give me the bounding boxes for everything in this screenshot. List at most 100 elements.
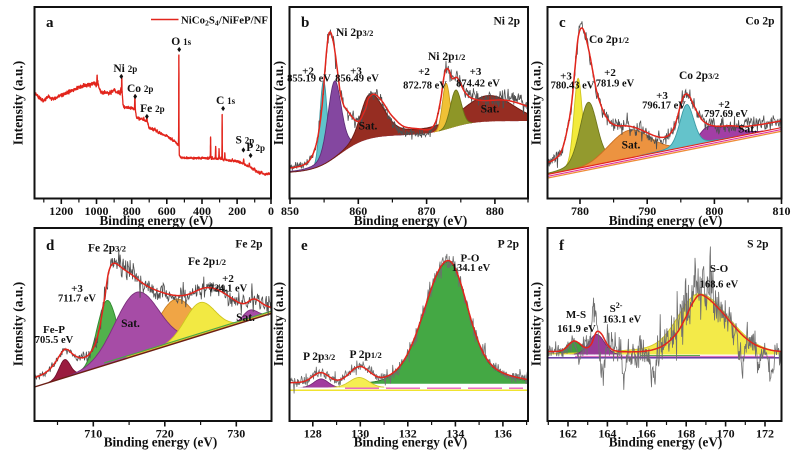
svg-text:855.19 eV: 855.19 eV	[287, 74, 331, 85]
svg-text:711.7 eV: 711.7 eV	[58, 294, 96, 305]
svg-text:Sat.: Sat.	[481, 104, 500, 116]
svg-text:850: 850	[281, 204, 299, 218]
svg-text:Intensity (a.u.): Intensity (a.u.)	[529, 61, 544, 145]
svg-text:P 2p3/2: P 2p3/2	[303, 351, 335, 363]
svg-text:+3: +3	[470, 66, 482, 78]
svg-text:Binding energy (eV): Binding energy (eV)	[104, 435, 218, 450]
svg-text:130: 130	[351, 427, 369, 441]
svg-text:200: 200	[228, 204, 246, 218]
svg-text:Co 2p: Co 2p	[745, 16, 774, 28]
svg-text:Fe 2p: Fe 2p	[235, 239, 262, 251]
svg-text:810: 810	[773, 204, 791, 218]
svg-text:M-S: M-S	[566, 309, 586, 321]
svg-text:Binding energy (eV): Binding energy (eV)	[609, 213, 723, 228]
svg-text:790: 790	[638, 204, 656, 218]
svg-text:Intensity (a.u.): Intensity (a.u.)	[271, 282, 286, 366]
svg-text:132: 132	[399, 427, 417, 441]
svg-text:+2: +2	[302, 66, 314, 78]
svg-text:860: 860	[349, 204, 367, 218]
svg-text:Fe 2p: Fe 2p	[140, 103, 165, 115]
svg-text:d: d	[46, 238, 55, 254]
svg-text:+2: +2	[222, 273, 234, 285]
svg-text:Intensity (a.u.): Intensity (a.u.)	[11, 61, 26, 145]
svg-text:+2: +2	[418, 66, 430, 78]
svg-text:128: 128	[304, 427, 322, 441]
svg-text:Binding energy (eV): Binding energy (eV)	[609, 435, 723, 450]
svg-text:f: f	[559, 238, 565, 254]
svg-text:Binding energy (eV): Binding energy (eV)	[354, 435, 468, 450]
svg-text:Intensity (a.u.): Intensity (a.u.)	[271, 61, 286, 145]
svg-text:S 2p: S 2p	[747, 239, 768, 251]
svg-text:163.1 eV: 163.1 eV	[603, 315, 642, 326]
svg-text:Ni 2p1/2: Ni 2p1/2	[428, 51, 465, 63]
svg-text:+2: +2	[604, 67, 616, 79]
svg-text:Sat.: Sat.	[236, 312, 255, 324]
svg-text:Co 2p3/2: Co 2p3/2	[679, 70, 719, 82]
svg-text:161.9 eV: 161.9 eV	[557, 324, 596, 335]
svg-text:Sat.: Sat.	[121, 318, 140, 330]
svg-text:P 2p: P 2p	[246, 142, 265, 154]
svg-text:+2: +2	[718, 99, 730, 111]
svg-text:S 2p: S 2p	[236, 135, 255, 147]
svg-text:e: e	[301, 238, 308, 254]
svg-text:720: 720	[156, 427, 174, 441]
svg-text:1000: 1000	[85, 204, 109, 218]
svg-text:+3: +3	[656, 90, 668, 102]
svg-text:710: 710	[84, 427, 102, 441]
svg-text:+3: +3	[560, 71, 572, 83]
svg-text:600: 600	[158, 204, 176, 218]
svg-text:1200: 1200	[49, 204, 73, 218]
svg-text:800: 800	[123, 204, 141, 218]
svg-text:Sat.: Sat.	[738, 124, 757, 136]
svg-text:164: 164	[598, 427, 616, 441]
svg-text:b: b	[301, 15, 309, 31]
svg-text:874.42 eV: 874.42 eV	[456, 79, 500, 90]
svg-text:Sat.: Sat.	[359, 121, 378, 133]
svg-text:0: 0	[268, 204, 274, 218]
svg-text:O 1s: O 1s	[171, 36, 191, 48]
svg-text:780.43 eV: 780.43 eV	[551, 81, 595, 92]
svg-text:856.49 eV: 856.49 eV	[335, 74, 379, 85]
svg-text:C 1s: C 1s	[216, 95, 236, 107]
svg-text:168: 168	[677, 427, 695, 441]
svg-text:Co 2p: Co 2p	[127, 83, 153, 95]
svg-text:c: c	[559, 15, 566, 31]
svg-text:880: 880	[486, 204, 504, 218]
svg-text:400: 400	[193, 204, 211, 218]
svg-text:705.5 eV: 705.5 eV	[35, 335, 74, 346]
svg-text:P-O: P-O	[461, 253, 480, 265]
svg-text:730: 730	[227, 427, 245, 441]
svg-text:780: 780	[571, 204, 589, 218]
svg-text:796.17 eV: 796.17 eV	[642, 101, 686, 112]
svg-text:Co 2p1/2: Co 2p1/2	[589, 34, 629, 46]
svg-text:Ni 2p: Ni 2p	[493, 16, 520, 28]
svg-text:Binding energy (eV): Binding energy (eV)	[354, 213, 468, 228]
svg-text:168.6 eV: 168.6 eV	[700, 280, 739, 291]
svg-text:800: 800	[705, 204, 723, 218]
svg-text:P 2p: P 2p	[498, 239, 519, 251]
svg-text:136: 136	[494, 427, 512, 441]
svg-text:724.1 eV: 724.1 eV	[209, 284, 248, 295]
svg-text:162: 162	[559, 427, 577, 441]
svg-text:172: 172	[756, 427, 774, 441]
svg-text:166: 166	[638, 427, 656, 441]
svg-text:S-O: S-O	[710, 263, 729, 275]
svg-text:P 2p1/2: P 2p1/2	[350, 349, 382, 361]
svg-text:872.78 eV: 872.78 eV	[403, 81, 447, 92]
svg-text:870: 870	[418, 204, 436, 218]
svg-text:781.9 eV: 781.9 eV	[596, 79, 635, 90]
svg-text:Ni 2p: Ni 2p	[113, 63, 137, 75]
svg-text:Intensity (a.u.): Intensity (a.u.)	[529, 282, 544, 366]
svg-text:Fe 2p3/2: Fe 2p3/2	[88, 243, 126, 255]
svg-text:170: 170	[717, 427, 735, 441]
svg-text:797.69 eV: 797.69 eV	[704, 109, 748, 120]
svg-text:134.1 eV: 134.1 eV	[452, 263, 491, 274]
svg-text:Fe-P: Fe-P	[43, 324, 65, 336]
svg-text:a: a	[46, 15, 54, 31]
svg-text:134: 134	[446, 427, 464, 441]
svg-text:+3: +3	[350, 66, 362, 78]
svg-text:Binding energy (eV): Binding energy (eV)	[100, 213, 214, 228]
svg-text:Intensity (a.u.): Intensity (a.u.)	[11, 282, 26, 366]
svg-text:+3: +3	[71, 283, 83, 295]
svg-text:Sat.: Sat.	[622, 140, 641, 152]
